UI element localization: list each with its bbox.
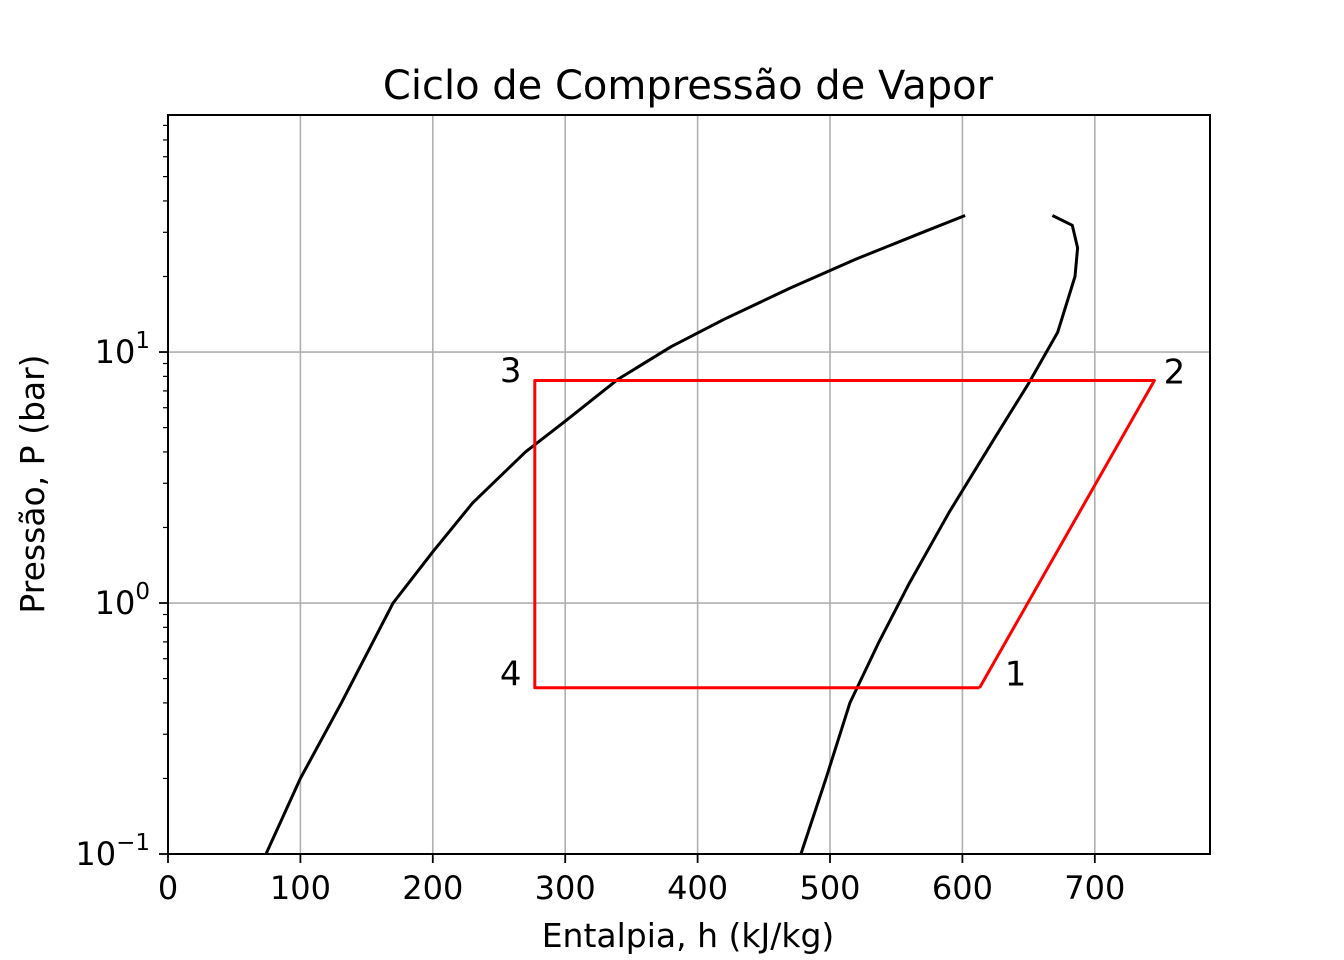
x-tick-label: 600 [932, 869, 993, 907]
state-point-label-2: 2 [1164, 352, 1186, 392]
x-tick-label: 400 [667, 869, 728, 907]
state-point-label-3: 3 [500, 351, 522, 391]
series-line-2 [799, 214, 1080, 855]
y-axis-label: Pressão, P (bar) [13, 354, 52, 613]
x-axis-label: Entalpia, h (kJ/kg) [542, 916, 835, 955]
series-line-1 [264, 214, 966, 855]
plot-frame [167, 114, 1211, 855]
x-tick-label: 500 [799, 869, 860, 907]
axis-ticks: 0 100 200 300 400 500 600 700 10−1 100 101 [75, 124, 1125, 907]
x-tick-label: 300 [535, 869, 596, 907]
state-point-label-1: 1 [1005, 654, 1027, 694]
y-tick-label: 101 [95, 328, 150, 371]
y-tick-label: 100 [95, 579, 150, 622]
series-layer [264, 214, 1156, 855]
x-tick-label: 200 [402, 869, 463, 907]
chart-title: Ciclo de Compressão de Vapor [383, 63, 994, 109]
y-tick-label: 10−1 [75, 830, 150, 873]
series-line-3 [533, 379, 1156, 690]
x-tick-label: 0 [158, 869, 178, 907]
state-point-label-4: 4 [500, 654, 522, 694]
x-tick-label: 100 [270, 869, 331, 907]
annotations: 1 2 3 4 [500, 351, 1185, 694]
x-tick-label: 700 [1064, 869, 1125, 907]
